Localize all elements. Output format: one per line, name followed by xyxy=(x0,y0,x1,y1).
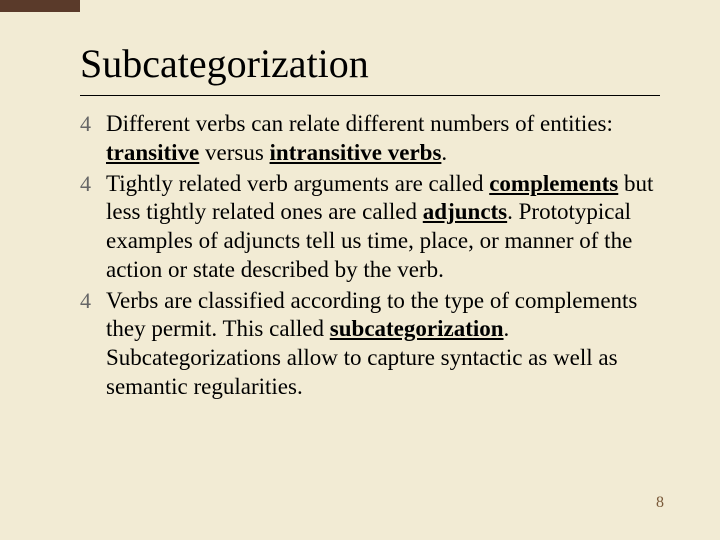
keyword: subcategorization xyxy=(330,316,504,341)
page-number: 8 xyxy=(656,494,664,512)
keyword: adjuncts xyxy=(423,199,507,224)
bullet-text: Different verbs can relate different num… xyxy=(106,111,613,136)
keyword: complements xyxy=(489,171,618,196)
bullet-list: Different verbs can relate different num… xyxy=(80,110,660,402)
bullet-text: versus xyxy=(199,140,269,165)
keyword: intransitive verbs xyxy=(270,140,442,165)
title-divider xyxy=(80,95,660,96)
list-item: Different verbs can relate different num… xyxy=(80,110,660,168)
accent-stripe xyxy=(0,0,80,12)
list-item: Tightly related verb arguments are calle… xyxy=(80,170,660,285)
keyword: transitive xyxy=(106,140,199,165)
slide-title: Subcategorization xyxy=(80,40,660,87)
list-item: Verbs are classified according to the ty… xyxy=(80,287,660,402)
slide-container: Subcategorization Different verbs can re… xyxy=(0,0,720,444)
bullet-text: . xyxy=(441,140,447,165)
bullet-text: Tightly related verb arguments are calle… xyxy=(106,171,489,196)
